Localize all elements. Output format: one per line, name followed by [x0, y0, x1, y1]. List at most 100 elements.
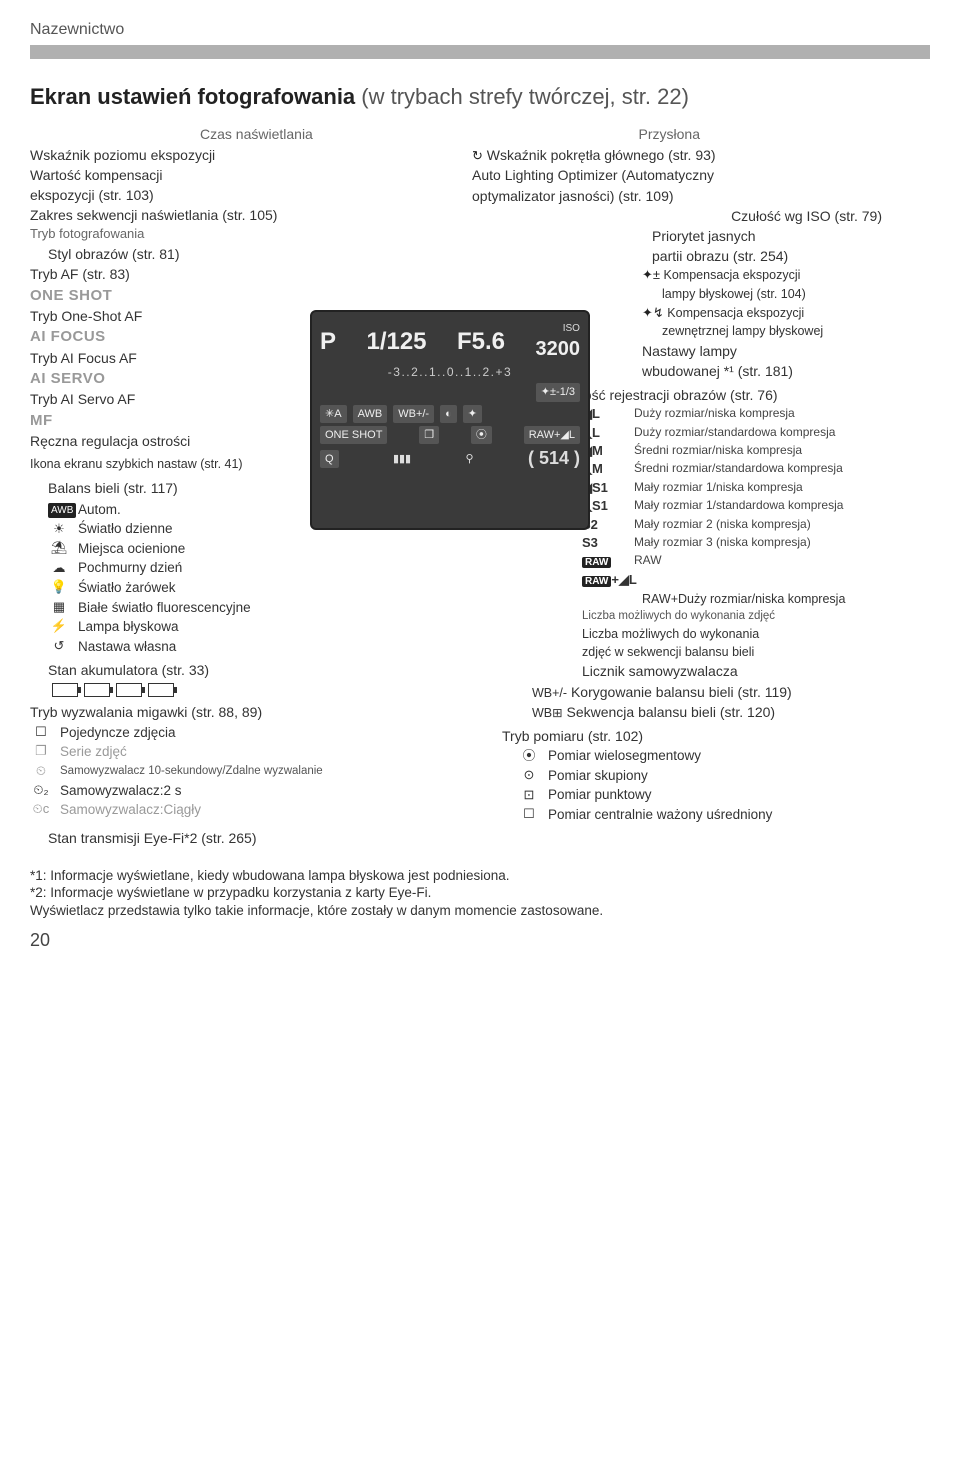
flash-set-2: wbudowanej *¹ (str. 181) — [642, 362, 922, 380]
lcd-icon-pill: ◐ — [440, 405, 457, 423]
wb-item: ☁ Pochmurny dzień — [48, 559, 462, 577]
af-mode-title: Tryb AF (str. 83) — [30, 265, 462, 283]
exp-comp-2: ekspozycji (str. 103) — [30, 186, 462, 204]
battery-icon-1 — [116, 683, 142, 697]
meter-item-label: Pomiar punktowy — [548, 786, 652, 804]
wb-bkt-row: WB⊞ Sekwencja balansu bieli (str. 120) — [532, 703, 922, 721]
battery-icon-empty — [148, 683, 174, 697]
lcd-af: ONE SHOT — [320, 426, 387, 444]
header-bar — [30, 45, 930, 59]
wb-icon: ☁ — [48, 560, 70, 577]
lcd-icon-pill: ✦ — [463, 405, 482, 423]
wb-item-label: Pochmurny dzień — [78, 559, 182, 577]
lcd-mode: P — [320, 326, 336, 357]
wb-icon: ⚡ — [48, 618, 70, 635]
quality-symbol: RAW — [582, 553, 626, 570]
footnote-2: *2: Informacje wyświetlane w przypadku k… — [30, 884, 930, 902]
drive-item-label: Pojedyncze zdjęcia — [60, 724, 176, 742]
wb-corr-label: Korygowanie balansu bieli (str. 119) — [571, 684, 792, 700]
flash-comp: ✦± Kompensacja ekspozycji — [642, 267, 922, 284]
lcd-shots: ( 514 ) — [528, 447, 580, 470]
wb-item: ↺ Nastawa własna — [48, 638, 462, 656]
quality-desc: RAW — [634, 553, 662, 570]
wb-item: ▦ Białe światło fluorescencyjne — [48, 599, 462, 617]
quality-title: Jakość rejestracji obrazów (str. 76) — [562, 386, 922, 404]
wb-item-label: Światło dzienne — [78, 520, 173, 538]
meter-item: ⦿Pomiar wielosegmentowy — [518, 747, 922, 765]
shots-remaining: Liczba możliwych do wykonania zdjęć — [582, 609, 922, 624]
aeb-range: Zakres sekwencji naświetlania (str. 105) — [30, 206, 462, 224]
wb-corr: WB+/- Korygowanie balansu bieli (str. 11… — [532, 683, 922, 701]
ext-flash-2: zewnętrznej lampy błyskowej — [662, 323, 922, 339]
meter-icon: ☐ — [518, 806, 540, 823]
quality-desc: Średni rozmiar/niska kompresja — [634, 443, 802, 460]
wb-item-label: Autom. — [78, 501, 121, 519]
wb-item: ⛱Miejsca ocienione — [48, 540, 462, 558]
lcd-icon-row: ✳AAWBWB+/-◐✦ — [320, 405, 580, 423]
quality-item: RAW+◢L — [582, 572, 922, 589]
iso-label: Czułość wg ISO (str. 79) — [472, 207, 882, 225]
drive-icon: ⏲c — [30, 801, 52, 818]
drive-item-label: Samowyzwalacz 10-sekundowy/Zdalne wyzwal… — [60, 764, 323, 779]
quality-item: S3Mały rozmiar 3 (niska kompresja) — [582, 535, 922, 552]
lcd-aperture: F5.6 — [457, 326, 505, 357]
wb-corr-icon: WB+/- — [532, 686, 567, 700]
wb-icon: ↺ — [48, 638, 70, 655]
ext-flash-icon: ✦↯ — [642, 305, 664, 320]
drive-item: ❐Serie zdjęć — [30, 743, 462, 761]
quality-desc: Duży rozmiar/standardowa kompresja — [634, 425, 835, 442]
quality-desc: Duży rozmiar/niska kompresja — [634, 406, 795, 423]
footnote-final: Wyświetlacz przedstawia tylko takie info… — [30, 902, 930, 920]
meter-list: ⦿Pomiar wielosegmentowy⊙Pomiar skupiony⊡… — [518, 747, 922, 823]
quality-desc: Średni rozmiar/standardowa kompresja — [634, 461, 843, 478]
quality-item: ◣MŚredni rozmiar/standardowa kompresja — [582, 461, 922, 478]
wb-bkt-icon: WB⊞ — [532, 706, 563, 720]
wb-item: ⚡Lampa błyskowa — [48, 618, 462, 636]
wb-icon: 💡 — [48, 579, 70, 596]
batt-label: Stan akumulatora (str. 33) — [48, 661, 462, 679]
battery-row — [52, 683, 462, 697]
lcd-flash-comp: ✦±-1/3 — [536, 383, 580, 401]
exp-comp-1: Wartość kompensacji — [30, 166, 462, 184]
quality-desc: Mały rozmiar 1/niska kompresja — [634, 480, 803, 497]
exp-indicator: Wskaźnik poziomu ekspozycji — [30, 146, 462, 164]
shoot-mode: Tryb fotografowania — [30, 226, 462, 243]
dial-icon: ↻ — [472, 148, 483, 163]
drive-list: ☐Pojedyncze zdjęcia❐Serie zdjęć⏲Samowyzw… — [30, 724, 462, 819]
meter-item: ⊡ Pomiar punktowy — [518, 786, 922, 804]
meter-item: ☐Pomiar centralnie ważony uśredniony — [518, 806, 922, 824]
dial-label: Wskaźnik pokrętła głównego (str. 93) — [487, 147, 716, 163]
ext-flash-1: Kompensacja ekspozycji — [667, 306, 804, 320]
drive-icon: ❐ — [30, 743, 52, 760]
meter-item-label: Pomiar wielosegmentowy — [548, 747, 701, 765]
quality-desc: Mały rozmiar 1/standardowa kompresja — [634, 498, 843, 515]
quality-item: RAW RAW — [582, 553, 922, 570]
flash-comp-1: Kompensacja ekspozycji — [664, 268, 801, 282]
lcd-icon-pill: ✳A — [320, 405, 347, 423]
lcd-icon-pill: AWB — [353, 405, 388, 423]
highlight-1: Priorytet jasnych — [652, 227, 922, 245]
raw-large-desc: RAW+Duży rozmiar/niska kompresja — [642, 591, 922, 607]
wb-item-label: Białe światło fluorescencyjne — [78, 599, 251, 617]
eyefi-label: Stan transmisji Eye-Fi*2 (str. 265) — [48, 829, 462, 847]
quality-item: ◢MŚredni rozmiar/niska kompresja — [582, 443, 922, 460]
drive-icon: ⏲₂ — [30, 782, 52, 799]
drive-item: ⏲Samowyzwalacz 10-sekundowy/Zdalne wyzwa… — [30, 763, 462, 780]
page-title: Ekran ustawień fotografowania (w trybach… — [30, 83, 930, 112]
flash-set-1: Nastawy lampy — [642, 342, 922, 360]
self-counter: Licznik samowyzwalacza — [582, 662, 922, 680]
pic-style: Styl obrazów (str. 81) — [48, 245, 462, 263]
lcd-drive-icon: ❐ — [419, 426, 439, 444]
quality-item: ◣LDuży rozmiar/standardowa kompresja — [582, 425, 922, 442]
wb-item-label: Nastawa własna — [78, 638, 176, 656]
meter-icon: ⊡ — [518, 787, 540, 804]
drive-item: ⏲₂Samowyzwalacz:2 s — [30, 782, 462, 800]
section-header: Nazewnictwo — [30, 20, 930, 41]
lcd-quality: RAW+◢L — [524, 426, 580, 444]
lcd-shutter: 1/125 — [366, 326, 426, 357]
lcd-scale: -3..2..1..0..1..2.+3 — [320, 365, 580, 381]
meter-item-label: Pomiar skupiony — [548, 767, 648, 785]
wb-bkt-shots2: zdjęć w sekwencji balansu bieli — [582, 644, 922, 660]
wb-icon: ▦ — [48, 599, 70, 616]
footnote-1: *1: Informacje wyświetlane, kiedy wbudow… — [30, 867, 930, 885]
